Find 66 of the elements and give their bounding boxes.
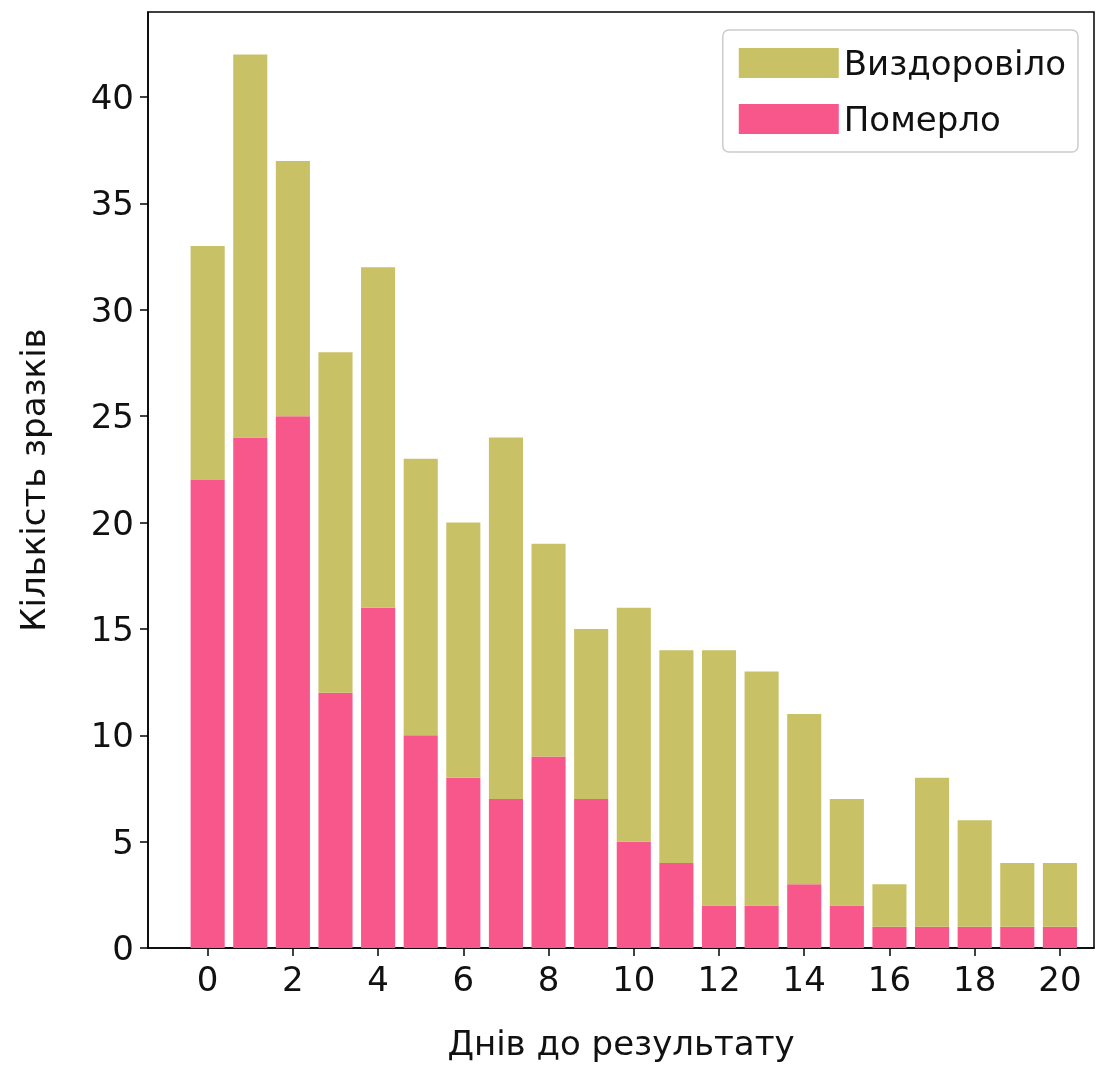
bar	[446, 522, 481, 778]
bar	[488, 799, 523, 948]
x-tick-label: 6	[452, 959, 475, 999]
bar	[787, 884, 822, 948]
y-tick-label: 20	[90, 502, 134, 543]
y-axis-title: Кількість зразків	[13, 328, 53, 632]
bar	[872, 926, 907, 948]
bar	[829, 799, 864, 906]
bar	[957, 820, 992, 927]
bar	[1000, 926, 1035, 948]
x-tick-label: 20	[1038, 959, 1082, 999]
y-tick-label: 40	[90, 77, 134, 118]
bar	[701, 650, 737, 906]
bar	[318, 352, 353, 693]
x-tick-label: 18	[953, 959, 997, 999]
bar	[361, 607, 396, 948]
y-tick-label: 30	[90, 289, 134, 330]
bar	[275, 416, 310, 948]
x-axis-title: Днів до результату	[447, 1023, 795, 1063]
bar	[275, 160, 310, 417]
legend-label: Виздоровіло	[843, 43, 1067, 83]
bar	[574, 799, 609, 948]
bar	[1000, 862, 1035, 927]
y-tick-label: 5	[112, 821, 134, 862]
x-tick-label: 8	[537, 959, 560, 999]
y-tick-label: 15	[90, 608, 134, 649]
x-tick-label: 16	[867, 959, 912, 999]
bar	[233, 437, 268, 948]
bar	[744, 671, 779, 906]
bar	[361, 267, 396, 608]
bar	[403, 735, 438, 948]
x-tick-label: 14	[782, 959, 826, 999]
bar	[318, 692, 353, 948]
y-tick-label: 25	[90, 396, 134, 437]
x-tick-label: 2	[282, 959, 304, 999]
bar	[531, 756, 566, 948]
y-tick-label: 0	[112, 928, 134, 968]
legend-label: Померло	[843, 99, 1001, 139]
bar	[872, 884, 907, 927]
bar	[744, 905, 779, 948]
bar	[659, 862, 694, 948]
bar	[1042, 926, 1077, 948]
bar	[190, 480, 225, 948]
x-tick-label: 4	[367, 959, 389, 999]
bar	[1042, 862, 1077, 927]
bar	[957, 926, 992, 948]
bar	[403, 458, 438, 736]
bar	[701, 905, 737, 948]
bar	[616, 607, 651, 842]
x-tick-label: 0	[196, 959, 219, 999]
bar	[915, 777, 950, 927]
bar	[574, 628, 609, 800]
bar	[190, 246, 225, 480]
y-tick-label: 35	[90, 183, 134, 224]
bar	[829, 905, 864, 948]
bar	[488, 437, 523, 800]
bar	[787, 714, 822, 885]
bar	[616, 841, 651, 948]
x-tick-label: 10	[612, 959, 656, 999]
bar	[531, 543, 566, 757]
x-tick-label: 12	[697, 959, 741, 999]
bar	[659, 650, 694, 863]
bar	[446, 777, 481, 948]
bar	[915, 926, 950, 948]
bar	[233, 54, 268, 438]
y-tick-label: 10	[90, 715, 134, 756]
